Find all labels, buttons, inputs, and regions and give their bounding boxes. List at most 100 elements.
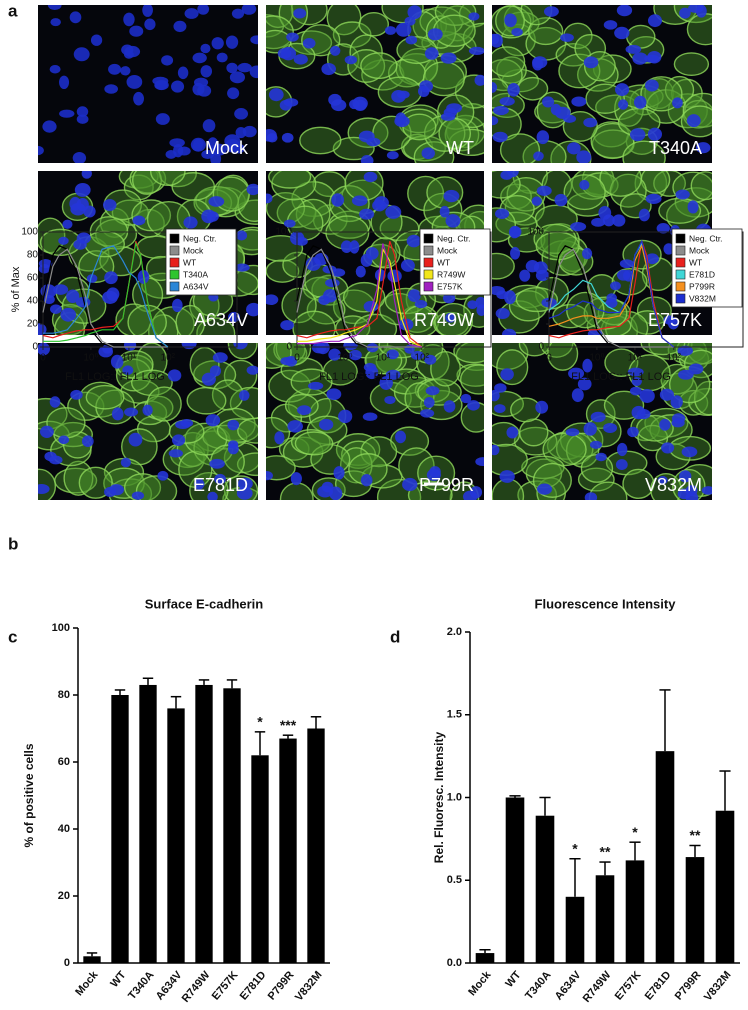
nucleus [617, 99, 629, 110]
nucleus [695, 5, 707, 18]
nucleus [329, 45, 341, 56]
legend-swatch [423, 269, 434, 280]
nucleus [492, 33, 503, 48]
nucleus [192, 52, 207, 64]
nucleus [647, 14, 663, 28]
nucleus [492, 389, 500, 402]
nucleus [331, 193, 345, 207]
significance: * [257, 714, 263, 730]
cell [237, 417, 258, 444]
nucleus [207, 491, 218, 500]
nucleus [209, 458, 225, 469]
nucleus [598, 206, 612, 220]
nucleus [280, 320, 294, 331]
cell [335, 433, 381, 467]
nucleus [492, 444, 500, 456]
nucleus [333, 466, 345, 480]
legend-swatch [423, 233, 434, 244]
cell [517, 76, 549, 101]
nucleus [287, 420, 303, 433]
nucleus [443, 189, 460, 203]
x-tick-label: 10² [161, 353, 176, 364]
nucleus [533, 261, 548, 274]
nucleus [424, 47, 439, 60]
significance: ** [600, 844, 611, 860]
nucleus [687, 200, 699, 214]
nucleus [47, 5, 62, 10]
nucleus [157, 470, 169, 481]
legend-swatch [675, 257, 686, 268]
nucleus [38, 484, 50, 494]
x-tick-label: A634V [553, 969, 584, 1003]
nucleus [323, 289, 338, 303]
nucleus [123, 343, 137, 351]
histogram-line [548, 239, 675, 348]
micrograph-label: E757K [648, 310, 702, 330]
legend-swatch [675, 245, 686, 256]
micrograph-label: Mock [205, 138, 249, 158]
legend-swatch [675, 269, 686, 280]
nucleus [386, 349, 399, 360]
nucleus [302, 37, 316, 49]
y-tick-label: 0 [64, 957, 70, 969]
cell [518, 343, 551, 357]
nucleus [126, 75, 143, 89]
cell [175, 304, 206, 335]
micrograph-label: V832M [645, 475, 702, 495]
legend-label: Mock [183, 245, 204, 255]
nucleus [408, 289, 421, 302]
nucleus [560, 33, 574, 42]
nucleus [661, 442, 675, 454]
legend-swatch [675, 233, 686, 244]
nucleus [568, 367, 585, 380]
x-tick-label: V832M [702, 969, 734, 1003]
nucleus [131, 491, 145, 500]
nucleus [321, 481, 334, 493]
nucleus [210, 152, 222, 163]
nucleus [366, 343, 379, 353]
significance: *** [280, 717, 297, 733]
nucleus [362, 412, 378, 421]
bar [715, 810, 735, 963]
nucleus [224, 134, 241, 148]
nucleus [379, 376, 393, 390]
nucleus [236, 487, 253, 500]
nucleus [475, 296, 484, 309]
nucleus [98, 345, 113, 358]
nucleus [591, 217, 606, 227]
nucleus [104, 271, 118, 285]
nucleus [475, 457, 484, 467]
nucleus [583, 117, 598, 128]
y-tick-label: 100 [527, 227, 544, 238]
cell [299, 126, 342, 155]
nucleus [675, 189, 690, 200]
nucleus [180, 419, 194, 428]
nucleus [681, 446, 698, 458]
nucleus [237, 477, 253, 490]
nucleus [201, 372, 216, 386]
nucleus [171, 80, 185, 93]
nucleus [168, 449, 183, 458]
nucleus [38, 259, 53, 269]
nucleus [536, 185, 552, 196]
nucleus [499, 97, 515, 106]
nucleus [266, 193, 273, 204]
bar [655, 751, 675, 963]
nucleus [631, 376, 642, 387]
nucleus [66, 289, 80, 304]
nucleus [234, 108, 249, 120]
cell [673, 52, 710, 77]
nucleus [38, 343, 50, 356]
y-tick-label: 0.5 [447, 874, 462, 886]
nucleus [584, 492, 598, 500]
x-axis-title: FL1 LOG:: FL1 LOG [571, 371, 671, 383]
nucleus [295, 236, 308, 246]
panel-letter: c [8, 627, 17, 646]
nucleus [587, 329, 603, 335]
nucleus [616, 5, 633, 17]
nucleus [663, 243, 674, 255]
nucleus [631, 405, 646, 420]
nucleus [419, 80, 434, 93]
x-tick-label: WT [503, 969, 523, 990]
micrograph-label: T340A [649, 138, 702, 158]
